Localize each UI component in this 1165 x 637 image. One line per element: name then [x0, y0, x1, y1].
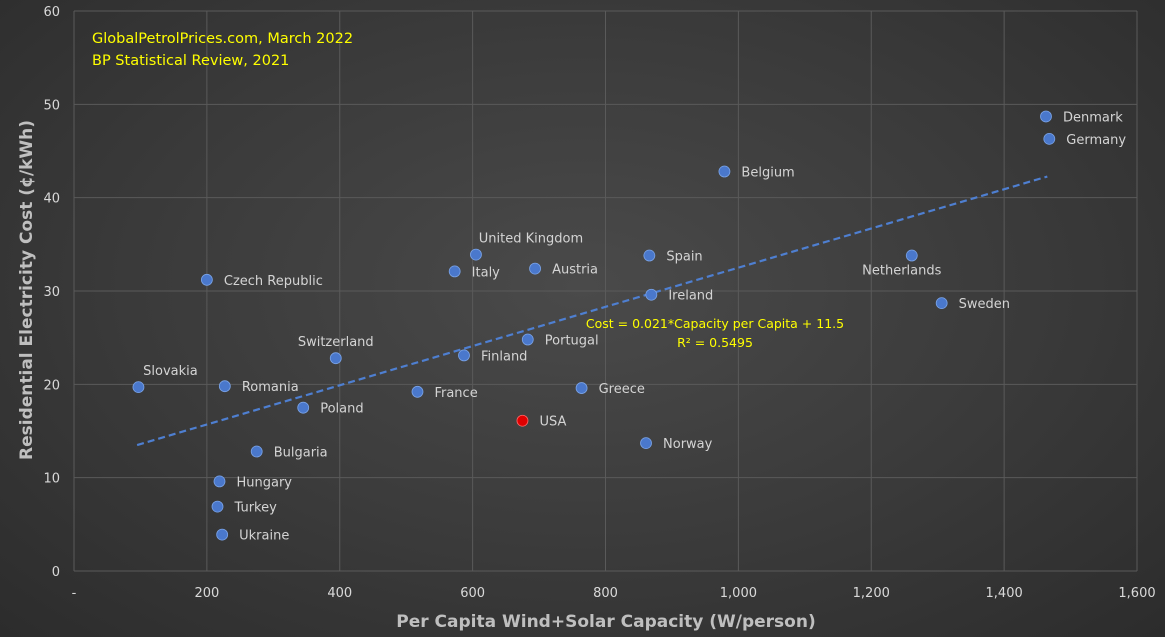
point-label-czech-republic: Czech Republic: [224, 274, 323, 289]
x-axis-title: Per Capita Wind+Solar Capacity (W/person…: [396, 612, 815, 632]
data-point-switzerland: [329, 352, 342, 365]
point-label-germany: Germany: [1066, 133, 1126, 148]
point-label-united-kingdom: United Kingdom: [479, 232, 583, 247]
x-tick-label: 400: [327, 586, 352, 601]
data-point-ukraine: [216, 528, 229, 541]
data-point-germany: [1043, 132, 1056, 145]
point-label-turkey: Turkey: [234, 501, 278, 516]
data-point-italy: [448, 265, 461, 278]
y-tick-label: 40: [43, 192, 60, 207]
y-tick-label: 30: [43, 285, 60, 300]
source-note-2: BP Statistical Review, 2021: [92, 53, 289, 69]
point-label-belgium: Belgium: [741, 166, 794, 181]
point-label-hungary: Hungary: [236, 475, 292, 490]
data-point-hungary: [213, 475, 226, 488]
x-tick-label: 1,600: [1118, 586, 1155, 601]
data-point-romania: [218, 380, 231, 393]
x-tick-label: 600: [460, 586, 485, 601]
data-point-turkey: [211, 500, 224, 513]
trendline-r2: R² = 0.5495: [677, 335, 753, 350]
point-label-austria: Austria: [552, 263, 598, 278]
y-tick-label: 50: [43, 98, 60, 113]
data-point-norway: [640, 437, 652, 450]
x-tick-label: 200: [194, 586, 219, 601]
point-label-poland: Poland: [320, 402, 363, 417]
point-label-switzerland: Switzerland: [298, 335, 374, 350]
point-label-spain: Spain: [666, 250, 702, 265]
data-point-finland: [458, 349, 470, 362]
x-tick-label: 800: [593, 586, 618, 601]
x-tick-label: 1,200: [853, 586, 890, 601]
data-point-poland: [297, 401, 310, 414]
point-label-slovakia: Slovakia: [143, 364, 198, 379]
source-note-1: GlobalPetrolPrices.com, March 2022: [92, 31, 353, 47]
point-label-ukraine: Ukraine: [239, 529, 289, 544]
data-point-portugal: [521, 333, 534, 346]
data-point-slovakia: [132, 381, 145, 394]
point-label-sweden: Sweden: [959, 297, 1010, 312]
point-label-greece: Greece: [599, 382, 645, 397]
data-point-denmark: [1040, 110, 1052, 123]
point-label-usa: USA: [539, 415, 566, 430]
point-label-denmark: Denmark: [1063, 110, 1123, 125]
point-label-finland: Finland: [481, 349, 527, 364]
point-label-ireland: Ireland: [668, 289, 713, 304]
data-point-belgium: [718, 165, 731, 178]
point-label-netherlands: Netherlands: [862, 264, 941, 279]
y-tick-label: 60: [43, 5, 60, 20]
data-point-bulgaria: [250, 445, 263, 458]
y-tick-label: 20: [43, 378, 60, 393]
data-point-usa: [516, 414, 529, 427]
data-point-sweden: [935, 297, 948, 310]
y-tick-label: 10: [43, 472, 60, 487]
point-label-romania: Romania: [242, 380, 299, 395]
x-tick-label: -: [72, 586, 77, 601]
point-label-portugal: Portugal: [545, 334, 599, 349]
trendline-equation: Cost = 0.021*Capacity per Capita + 11.5: [586, 316, 844, 331]
trendline: [136, 175, 1048, 447]
y-axis-title: Residential Electricity Cost (¢/kWh): [17, 120, 37, 460]
data-point-czech-republic: [200, 273, 213, 286]
point-label-bulgaria: Bulgaria: [274, 446, 328, 461]
x-tick-label: 1,000: [720, 586, 757, 601]
point-label-france: France: [434, 386, 477, 401]
point-label-italy: Italy: [472, 265, 501, 280]
data-point-united-kingdom: [470, 248, 482, 261]
y-tick-label: 0: [52, 565, 60, 580]
data-point-greece: [575, 382, 588, 394]
data-point-france: [411, 385, 424, 398]
x-tick-label: 1,400: [986, 586, 1023, 601]
data-point-spain: [643, 249, 656, 262]
data-point-austria: [529, 262, 541, 275]
point-label-norway: Norway: [663, 437, 713, 452]
data-point-ireland: [645, 288, 658, 301]
data-point-netherlands: [905, 249, 918, 262]
